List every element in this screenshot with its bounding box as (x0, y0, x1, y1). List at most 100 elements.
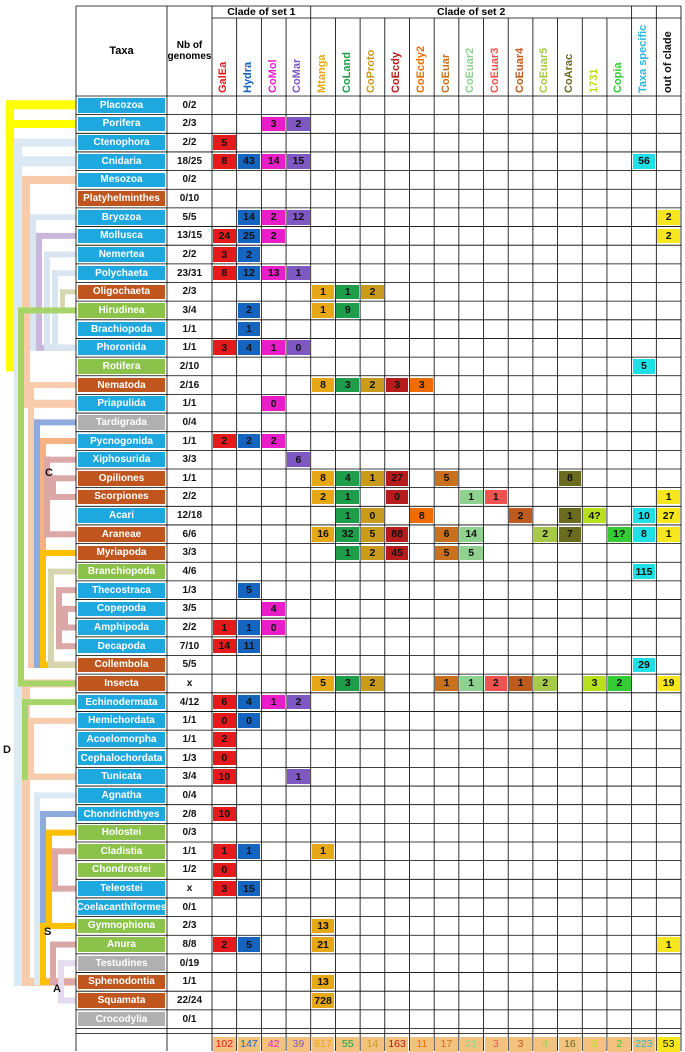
total-cell: 17 (435, 1036, 458, 1052)
value-cell: 7 (558, 526, 582, 542)
value-cell: 1 (213, 620, 236, 635)
value-cell: 4 (262, 601, 286, 617)
genome-count: 22/24 (176, 995, 203, 1006)
total-cell: 102 (213, 1036, 236, 1052)
taxon-label: Platyhelminthes (78, 191, 165, 206)
value-cell: 1 (311, 303, 335, 318)
value-cell: 1 (237, 321, 261, 337)
tree-branch (60, 289, 65, 313)
genome-count: 1/1 (182, 845, 197, 857)
tree-branch (52, 344, 76, 351)
value-cell: 115 (632, 564, 656, 579)
value-cell: 1 (459, 676, 483, 691)
tree-branch (48, 661, 76, 668)
genome-count: 5/5 (182, 211, 197, 223)
tree-branch (6, 101, 76, 110)
genome-count: x (186, 677, 193, 689)
genome-count: 0/4 (182, 789, 197, 801)
column-header: CoMar (291, 58, 304, 93)
value-cell: 2 (361, 545, 384, 561)
value-cell: 5 (361, 526, 384, 542)
total-cell: 2 (607, 1036, 631, 1052)
taxon-label: Squamata (78, 993, 165, 1008)
tree-branch (30, 214, 76, 221)
value-cell: 2 (237, 433, 261, 449)
value-cell: 29 (632, 657, 656, 673)
value-cell: 24 (213, 228, 236, 244)
total-cell: 163 (385, 1036, 409, 1052)
taxon-label: Scorpiones (78, 489, 165, 505)
taxon-label: Teleostei (78, 881, 165, 896)
value-cell: 0 (237, 713, 261, 729)
value-cell: 2 (213, 937, 236, 952)
taxon-label: Araneae (78, 526, 165, 542)
tree-branch (56, 643, 76, 650)
genome-count: 1/1 (182, 435, 197, 447)
tree-branch (18, 307, 24, 687)
value-cell: 0 (385, 489, 409, 505)
tree-branch (62, 605, 76, 612)
value-cell: 1 (336, 545, 360, 561)
genome-count: 6/6 (182, 528, 197, 540)
value-cell: 1 (262, 694, 286, 710)
tree-branch (22, 175, 76, 184)
value-cell: 15 (237, 881, 261, 896)
total-cell: 39 (287, 1036, 310, 1052)
value-cell: 13 (262, 265, 286, 281)
genome-count: 3/4 (182, 771, 197, 783)
column-header: CoEuar2 (464, 47, 477, 93)
taxon-label: Tardigrada (78, 415, 165, 430)
taxon-label: Echinodermata (78, 694, 165, 710)
header-set2: Clade of set 2 (437, 6, 506, 18)
value-cell: 1 (287, 265, 310, 281)
tree-label-a: A (53, 983, 61, 995)
value-cell: 27 (385, 471, 409, 486)
value-cell: 2 (237, 247, 261, 262)
value-cell: 2 (361, 284, 384, 300)
tree-branch (58, 960, 76, 967)
taxon-label: Coelacanthiformes (78, 899, 165, 915)
value-cell: 2 (262, 209, 286, 225)
value-cell: 27 (657, 508, 680, 523)
value-cell: 5 (213, 135, 236, 150)
value-cell: 4? (583, 508, 606, 523)
column-header: CoEuar4 (513, 47, 526, 93)
value-cell: 19 (657, 676, 680, 691)
genome-count: 0/10 (179, 193, 200, 205)
taxon-label: Polychaeta (78, 265, 165, 281)
taxon-label: Chondrostei (78, 862, 165, 878)
column-header: CoArac (562, 53, 575, 93)
tree-branch (18, 680, 76, 687)
tree-branch (34, 419, 40, 668)
tree-label-c: C (45, 467, 53, 479)
value-cell: 88 (385, 526, 409, 542)
tree-branch (40, 549, 76, 556)
taxon-label: Insecta (78, 676, 165, 691)
genome-count: 2/2 (182, 622, 197, 633)
genome-count: 1/1 (182, 733, 197, 745)
value-cell: 2 (287, 116, 310, 132)
taxon-label: Mollusca (78, 228, 165, 244)
genome-count: 1/1 (182, 398, 197, 410)
column-header: CoMol (266, 59, 279, 93)
taxon-label: Gymnophiona (78, 918, 165, 934)
genome-count: 2/3 (182, 286, 197, 298)
genome-count: 0/1 (182, 1013, 197, 1025)
value-cell: 9 (336, 303, 360, 318)
genome-count: 2/2 (182, 249, 197, 260)
genome-count: 4/6 (182, 566, 197, 578)
value-cell: 1 (657, 489, 680, 505)
tree-branch (34, 419, 76, 426)
value-cell: 14 (459, 526, 483, 542)
value-cell: 1 (336, 489, 360, 505)
value-cell: 25 (237, 228, 261, 244)
genome-count: x (186, 883, 193, 895)
value-cell: 2 (287, 694, 310, 710)
value-cell: 0 (213, 862, 236, 878)
genome-count: 12/18 (176, 510, 203, 522)
taxon-label: Phoronida (78, 340, 165, 356)
taxon-label: Amphipoda (78, 620, 165, 635)
taxon-label: Sphenodontia (78, 974, 165, 990)
value-cell: 1 (311, 844, 335, 859)
tree-branch (44, 456, 76, 463)
